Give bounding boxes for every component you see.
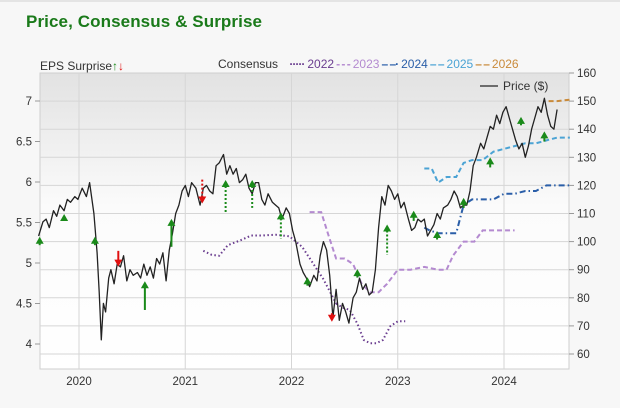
x-axis-tick: 2020 [66, 376, 92, 388]
left-axis-tick: 4 [26, 339, 33, 351]
consensus-label: Consensus [218, 57, 279, 71]
x-axis-tick: 2024 [491, 376, 517, 388]
eps-surprise-legend: EPS Surprise↑↓ [40, 59, 124, 73]
consensus-lines [202, 98, 571, 345]
surprise-up-arrow-icon [517, 116, 525, 126]
surprise-up-arrow-icon [221, 180, 230, 213]
top-border [0, 0, 620, 2]
surprise-up-arrow-icon [409, 210, 418, 221]
surprise-up-arrow-icon [276, 212, 285, 239]
surprise-up-arrow-icon [303, 277, 312, 286]
right-axis-tick: 110 [577, 209, 595, 221]
surprise-up-arrow-icon [433, 231, 442, 240]
legend-swatch-2023: - - - [336, 57, 351, 71]
arrow-down-icon: ↓ [118, 59, 125, 73]
eps-surprise-label: EPS Surprise [40, 59, 113, 73]
legend-label-2024: 2024 [401, 57, 428, 71]
left-axis-tick: 7 [26, 96, 32, 108]
legend-swatch-2022: ····· [289, 57, 305, 71]
consensus-legend-items: ····· 2022- - -2023– –· 2024– –2025– –2026 [289, 57, 520, 71]
surprise-up-arrow-icon [248, 180, 257, 208]
surprise-up-arrow-icon [353, 269, 362, 278]
right-axis-tick: 70 [577, 321, 590, 333]
surprise-up-arrow-icon [459, 197, 468, 208]
legend-label-2026: 2026 [491, 57, 519, 71]
left-axis-tick: 4.5 [16, 299, 32, 311]
consensus-line-2026 [548, 98, 571, 103]
consensus-line-2022b [335, 302, 406, 345]
surprise-down-arrow-icon [327, 313, 336, 322]
x-axis-tick: 2022 [279, 376, 305, 388]
right-axis-tick: 60 [577, 349, 590, 361]
legend-swatch-2025: – – [429, 57, 445, 71]
legend-swatch-2026: – – [475, 57, 490, 71]
surprise-up-arrow-icon [60, 214, 69, 222]
right-axis-tick: 90 [577, 265, 590, 277]
chart-title: Price, Consensus & Surprise [26, 12, 263, 31]
surprise-up-arrow-icon [167, 218, 176, 247]
plot-area [39, 72, 570, 370]
gridlines [40, 73, 569, 369]
arrow-up-icon: ↑ [112, 59, 119, 73]
consensus-line-2022 [202, 233, 337, 304]
consensus-line-2023 [309, 211, 515, 294]
surprise-up-arrow-icon [383, 224, 392, 255]
price-line [37, 97, 558, 341]
x-axis-tick: 2023 [385, 376, 411, 388]
eps-surprise-markers [35, 116, 549, 322]
legend-swatch-2024: – –· [381, 57, 399, 71]
right-axis-tick: 160 [577, 68, 596, 80]
left-axis-tick: 5.5 [16, 218, 32, 230]
legend-label-2022: 2022 [307, 57, 335, 71]
left-axis-tick: 6 [26, 177, 32, 189]
right-axis-tick: 80 [577, 293, 590, 305]
surprise-up-arrow-icon [90, 236, 99, 246]
legend-label-2023: 2023 [352, 57, 380, 71]
right-axis-tick: 140 [577, 124, 596, 136]
surprise-up-arrow-icon [35, 236, 44, 246]
right-axis-tick: 120 [577, 180, 596, 192]
consensus-line-2024 [423, 184, 570, 235]
price-legend: Price ($) [480, 79, 548, 93]
right-axis-tick: 130 [577, 152, 596, 164]
price-legend-label: Price ($) [503, 79, 548, 93]
axes: 60 70 80 90 100 110 120 130 140 150 160 4 4.5 5 5.5 6 6.… [16, 68, 596, 388]
right-axis-tick: 150 [577, 96, 596, 108]
surprise-down-arrow-icon [198, 179, 207, 204]
left-axis-tick: 5 [26, 258, 32, 270]
x-axis-tick: 2021 [172, 376, 198, 388]
right-axis-tick: 100 [577, 237, 596, 249]
surprise-up-arrow-icon [540, 131, 549, 142]
consensus-line-2025 [424, 136, 570, 185]
consensus-legend: Consensus ····· 2022- - -2023– –· 2024– –2… [218, 57, 522, 71]
surprise-down-arrow-icon [114, 250, 123, 267]
surprise-up-arrow-icon [140, 281, 149, 310]
left-axis-tick: 6.5 [16, 137, 32, 149]
legend-label-2025: 2025 [446, 57, 474, 71]
surprise-up-arrow-icon [486, 157, 495, 168]
